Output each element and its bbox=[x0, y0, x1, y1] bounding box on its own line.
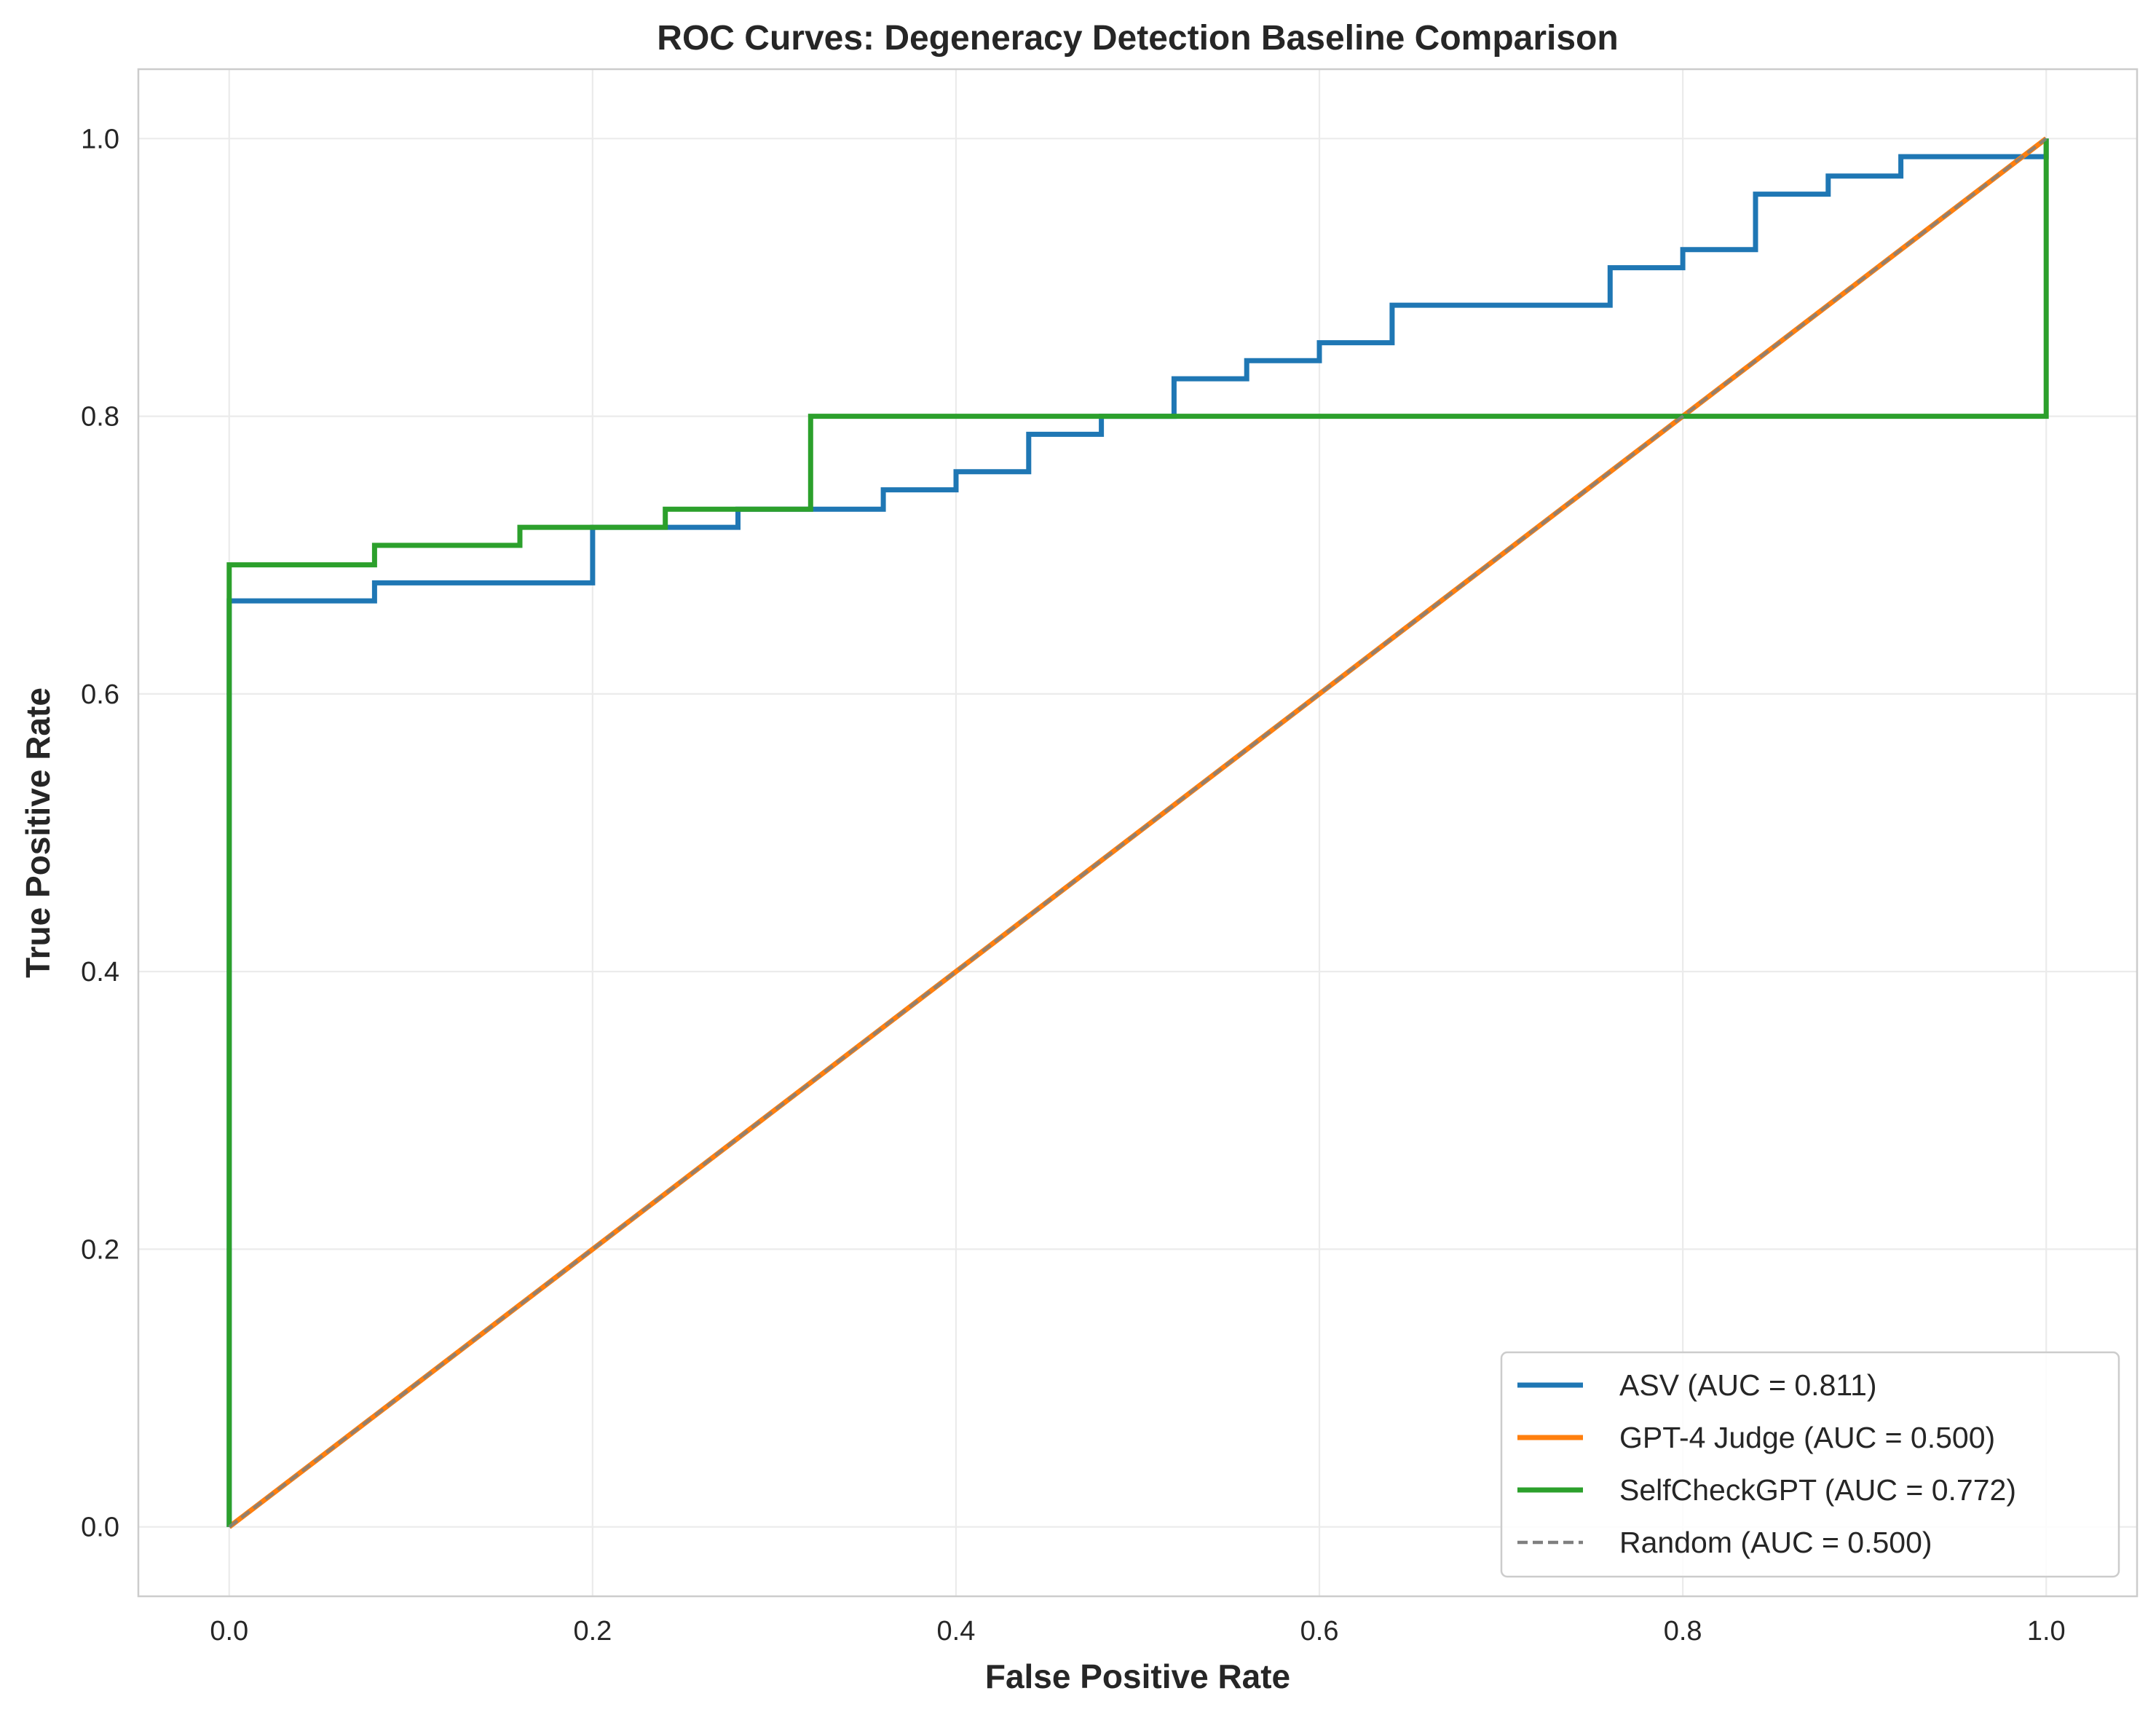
series-lines bbox=[226, 136, 2049, 1529]
x-tick-label: 1.0 bbox=[2027, 1616, 2066, 1647]
series-line-0 bbox=[226, 138, 2049, 1527]
legend-frame bbox=[1500, 1351, 2120, 1578]
series-line-2 bbox=[226, 138, 2049, 1527]
legend-label: Random (AUC = 0.500) bbox=[1619, 1526, 1932, 1559]
x-tick-label: 0.2 bbox=[573, 1616, 612, 1647]
plot-frame bbox=[137, 68, 2139, 1598]
y-tick-label: 0.8 bbox=[81, 402, 119, 433]
y-tick-label: 0.6 bbox=[81, 679, 119, 710]
y-tick-label: 1.0 bbox=[81, 124, 119, 154]
x-tick-label: 0.0 bbox=[210, 1616, 248, 1647]
y-axis-label: True Positive Rate bbox=[19, 687, 57, 978]
legend-label: ASV (AUC = 0.811) bbox=[1619, 1368, 1877, 1402]
tick-labels: 0.0 0.2 0.4 0.6 0.8 1.0 0.0 0.2 0.4 0.6 0.8 1.0 bbox=[81, 124, 2065, 1647]
y-tick-label: 0.2 bbox=[81, 1234, 119, 1265]
x-tick-label: 0.8 bbox=[1664, 1616, 1702, 1647]
series-line-3 bbox=[228, 137, 2048, 1529]
legend-label: SelfCheckGPT (AUC = 0.772) bbox=[1619, 1473, 2016, 1507]
x-axis-label: False Positive Rate bbox=[985, 1657, 1290, 1695]
legend: ASV (AUC = 0.811) GPT-4 Judge (AUC = 0.50… bbox=[1500, 1351, 2120, 1578]
x-tick-label: 0.6 bbox=[1300, 1616, 1339, 1647]
legend-label: GPT-4 Judge (AUC = 0.500) bbox=[1619, 1421, 1995, 1454]
y-tick-label: 0.4 bbox=[81, 957, 119, 987]
chart-title: ROC Curves: Degeneracy Detection Baselin… bbox=[657, 19, 1618, 58]
y-tick-label: 0.0 bbox=[81, 1513, 119, 1543]
x-tick-label: 0.4 bbox=[937, 1616, 976, 1647]
